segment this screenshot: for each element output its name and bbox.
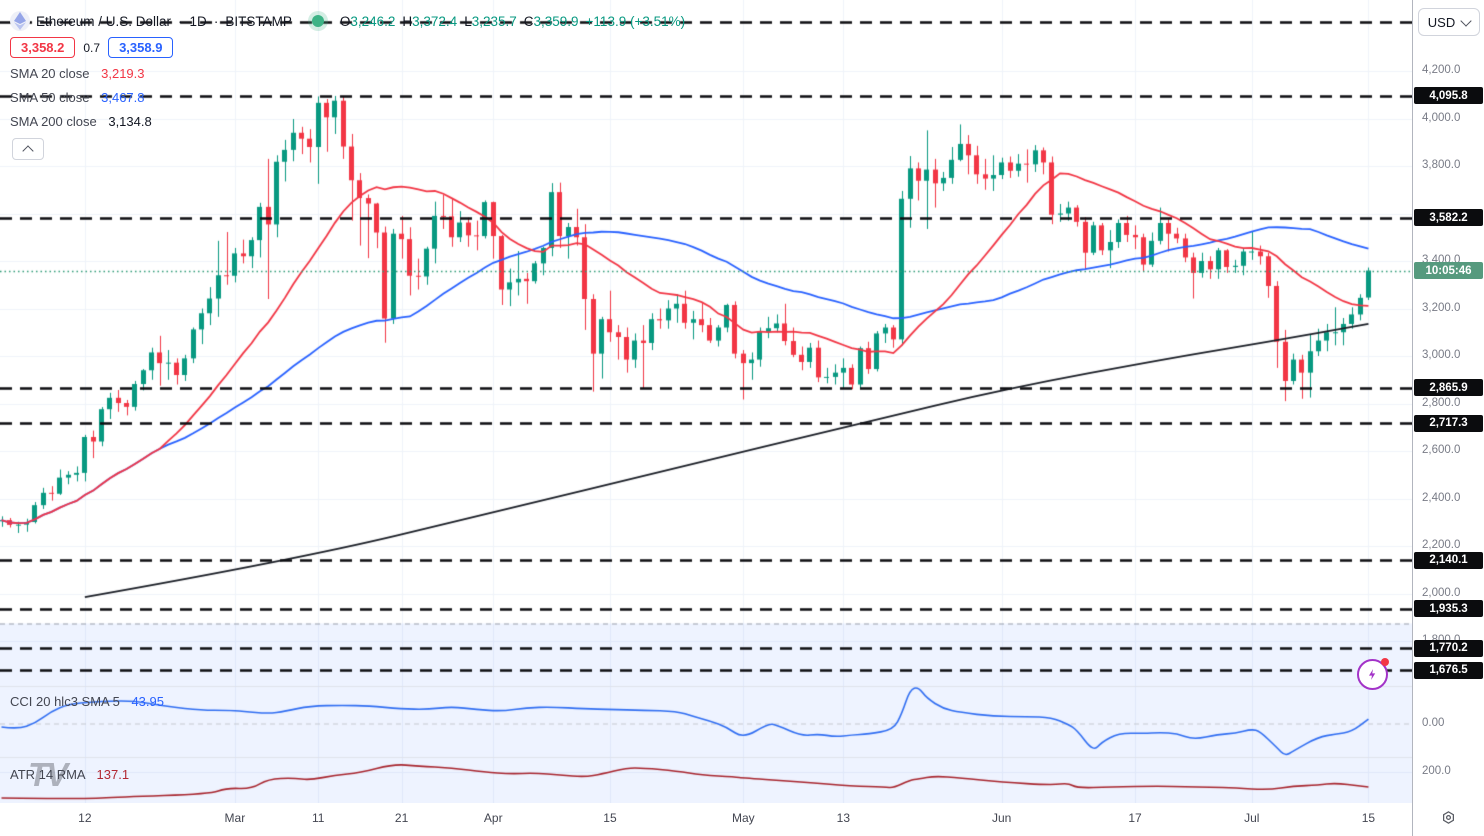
price-axis-label: 3,200.0	[1422, 301, 1461, 314]
high-label: H	[402, 13, 413, 29]
legend-atr[interactable]: ATR 14 RMA 137.1	[10, 767, 129, 782]
open-label: O	[339, 13, 351, 29]
price-axis-label: 4,000.0	[1422, 111, 1461, 124]
sma50-value: 3,467.8	[101, 90, 145, 105]
legend-cci[interactable]: CCI 20 hlc3 SMA 5 43.95	[10, 694, 164, 709]
chevron-up-icon	[22, 144, 34, 157]
time-axis-tick: Mar	[224, 811, 246, 825]
ethereum-logo-icon	[10, 11, 30, 31]
price-level-badge: 2,717.3	[1414, 414, 1483, 432]
price-axis-settings-gear-icon[interactable]	[1441, 810, 1456, 830]
time-axis-tick: 13	[836, 811, 851, 825]
price-axis-label: 3,000.0	[1422, 349, 1461, 361]
currency-selector-button[interactable]: USD	[1418, 8, 1480, 36]
countdown-badge: 10:05:46	[1414, 262, 1483, 280]
cci-zero-axis-label: 0.00	[1422, 716, 1445, 729]
cci-label: CCI 20 hlc3 SMA 5	[10, 694, 120, 709]
price-level-badge: 2,865.9	[1414, 379, 1483, 397]
price-axis-label: 2,400.0	[1422, 491, 1461, 504]
currency-label: USD	[1427, 14, 1456, 30]
collapse-legend-button[interactable]	[12, 138, 44, 160]
notification-dot-icon	[1381, 658, 1389, 666]
close-label: C	[523, 13, 534, 29]
chevron-down-icon	[1460, 14, 1472, 27]
price-level-badge: 4,095.8	[1414, 87, 1483, 105]
atr-value: 137.1	[96, 767, 130, 782]
low-value: 3,235.7	[471, 13, 517, 29]
price-level-badge: 3,582.2	[1414, 209, 1483, 227]
spread-value: 0.7	[83, 40, 101, 55]
quote-row: 3,358.2 0.7 3,358.9	[10, 37, 174, 58]
atr-axis-label: 200.0	[1422, 765, 1451, 777]
price-level-badge: 2,140.1	[1414, 551, 1483, 569]
time-axis-tick: 12	[78, 811, 92, 825]
legend-sma20[interactable]: SMA 20 close 3,219.3	[10, 66, 145, 81]
exchange-label[interactable]: BITSTAMP	[225, 13, 292, 29]
legend-sma50[interactable]: SMA 50 close 3,467.8	[10, 90, 145, 105]
price-axis-label: 2,800.0	[1422, 396, 1461, 409]
ohlc-readout: O3,246.2 H3,372.4 L3,235.7 C3,359.9 +113.9 (…	[340, 14, 692, 29]
cci-value: 43.95	[131, 694, 164, 709]
separator-dot: ·	[178, 13, 183, 29]
separator-dot: ·	[213, 13, 219, 29]
time-axis-tick: Jul	[1244, 811, 1260, 825]
change-value: +113.9 (+3.51%)	[585, 13, 686, 29]
time-axis-tick: 11	[311, 811, 325, 825]
tradingview-watermark: TV	[28, 756, 68, 793]
price-axis-label: 2,600.0	[1422, 444, 1461, 456]
price-axis-label: 4,200.0	[1422, 64, 1461, 76]
sell-button[interactable]: 3,358.2	[10, 37, 76, 58]
price-axis-scale[interactable]: USD 10:05:46 0.00 200.0 4,200.0 4,000.0 3,…	[1412, 0, 1484, 836]
close-value: 3,359.9	[533, 13, 579, 29]
price-level-badge: 1,935.3	[1414, 600, 1483, 618]
sma20-label: SMA 20 close	[10, 66, 90, 81]
market-status-icon[interactable]	[311, 15, 324, 27]
time-axis-tick: 15	[603, 811, 617, 825]
symbol-header: Ethereum / U.S. Dollar · 1D · BITSTAMP O…	[10, 11, 692, 31]
timeframe-label[interactable]: 1D	[189, 13, 207, 29]
price-axis-label: 3,800.0	[1422, 159, 1461, 171]
time-axis-tick: 21	[394, 811, 409, 825]
open-value: 3,246.2	[350, 13, 396, 29]
symbol-title[interactable]: Ethereum / U.S. Dollar	[36, 13, 172, 29]
sma20-value: 3,219.3	[101, 66, 145, 81]
sma200-value: 3,134.8	[108, 114, 152, 129]
high-value: 3,372.4	[412, 13, 458, 29]
time-axis-tick: Apr	[483, 811, 503, 825]
sma50-label: SMA 50 close	[10, 90, 90, 105]
time-axis-tick: Jun	[992, 811, 1012, 825]
price-level-badge: 1,676.5	[1414, 661, 1483, 679]
sma200-label: SMA 200 close	[10, 114, 97, 129]
time-axis-tick: 15	[1361, 811, 1376, 825]
time-axis-tick: 17	[1128, 811, 1142, 825]
quick-trade-icon[interactable]	[1357, 658, 1389, 690]
price-axis-label: 2,200.0	[1422, 539, 1461, 551]
atr-label: ATR 14 RMA	[10, 767, 85, 782]
time-axis-tick: May	[731, 811, 755, 825]
legend-sma200[interactable]: SMA 200 close 3,134.8	[10, 114, 152, 129]
buy-button[interactable]: 3,358.9	[108, 37, 174, 58]
time-axis-scale[interactable]: 12 Mar 11 21 Apr 15 May 13 Jun 17 Jul 15	[0, 803, 1412, 836]
price-axis-label: 2,000.0	[1422, 586, 1461, 599]
low-label: L	[464, 13, 472, 29]
price-level-badge: 1,770.2	[1414, 639, 1483, 657]
